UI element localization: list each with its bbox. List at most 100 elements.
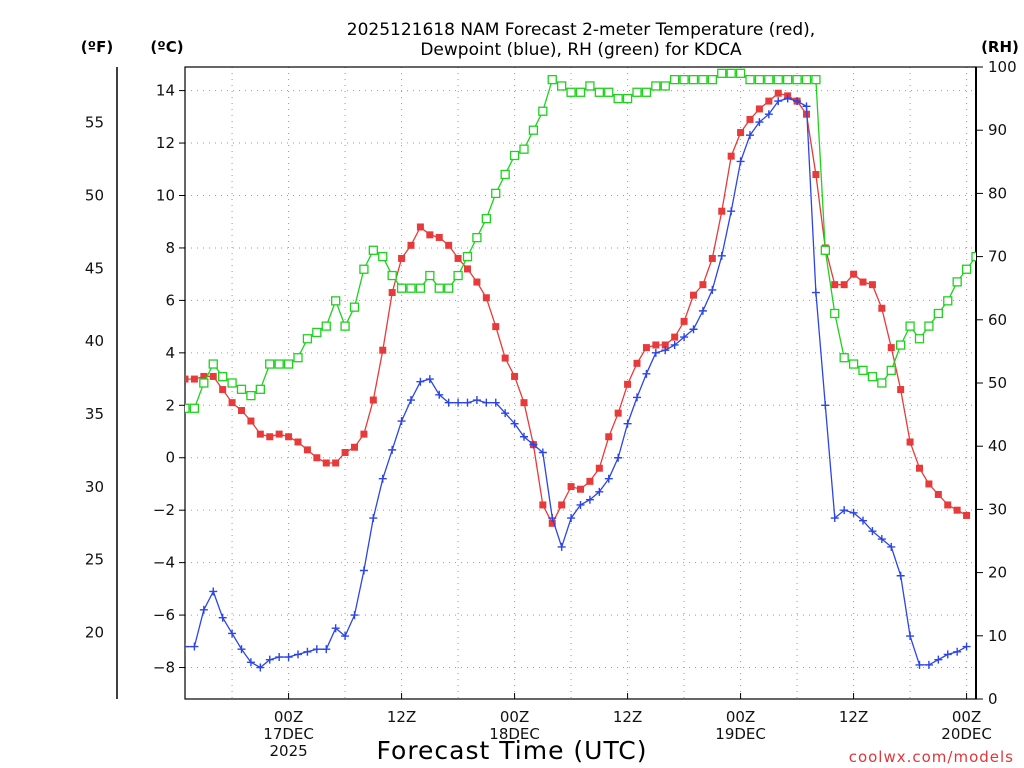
dewpoint-point [604,474,613,483]
rh-point [792,74,802,85]
rh-point [811,74,821,85]
dewpoint-point [680,333,689,342]
temperature-point [916,464,923,472]
temperature-point [850,270,858,278]
rh-point [764,74,774,85]
rh-point [189,403,200,413]
rh-point [670,74,680,85]
rh-point [208,359,218,369]
rh-point [783,74,793,85]
time-tick-label: 00Z [952,708,981,726]
celsius-tick-label: 0 [165,449,175,467]
dewpoint-point [859,516,867,525]
rh-point [547,74,557,85]
dewpoint-point [256,663,265,672]
rh-point [453,270,463,281]
temperature-point [247,417,255,425]
rh-unit-label: (RH) [981,38,1019,56]
fahrenheit-tick-label: 20 [85,624,104,642]
plot-frame [184,66,977,700]
temperature-point [934,490,942,498]
temperature-point [351,443,358,451]
rh-point [481,214,491,224]
temperature-point [840,281,848,289]
rh-point [886,365,896,376]
temperature-point [953,506,961,514]
dewpoint-point [896,571,905,580]
rh-tick-label: 40 [988,437,1007,455]
temperature-point [185,375,189,383]
series-rh [185,68,976,413]
rh-point [425,270,435,281]
temperature-point [200,372,208,380]
dewpoint-point [793,97,802,106]
dewpoint-point [943,650,952,659]
temperature-point [887,344,895,352]
rh-tick-label: 0 [988,690,998,708]
dewpoint-point [529,440,538,449]
dewpoint-point [199,605,208,614]
rh-point [246,390,256,401]
dewpoint-point [906,632,915,641]
celsius-tick-label: 2 [165,396,175,414]
rh-point [830,308,840,319]
rh-point [519,144,529,154]
dewpoint-point [774,97,783,106]
temperature-point [398,254,406,262]
dewpoint-point [887,542,896,551]
temperature-point [464,265,471,273]
dewpoint-point [538,448,547,457]
dewpoint-point [322,645,331,654]
fahrenheit-tick-label: 50 [85,186,104,204]
temperature-point [671,333,679,341]
rh-point [613,93,623,104]
temperature-point [558,501,566,509]
temperature-point [407,241,415,249]
rh-point [717,68,727,78]
dewpoint-point [237,645,246,654]
rh-tick-label: 90 [988,121,1007,139]
temperature-point [699,281,707,289]
dewpoint-point [388,445,397,454]
rh-point [754,74,765,85]
dewpoint-point [228,629,237,638]
dewpoint-point [190,642,199,651]
temperature-point [746,115,754,123]
temperature-point [765,97,773,105]
time-tick-label: 18DEC [489,725,540,743]
temperature-point [256,430,264,438]
dewpoint-point [727,207,736,216]
dewpoint-point [698,306,707,315]
fahrenheit-tick-label: 25 [85,551,104,569]
temperature-point [774,89,782,97]
rh-point [349,302,360,312]
temperature-point [642,344,650,352]
rh-tick-label: 10 [988,627,1007,645]
rh-point [604,87,614,97]
rh-point [933,308,943,319]
x-axis-label: Forecast Time (UTC) [377,736,648,765]
rh-point [378,251,388,262]
temperature-point [190,375,198,383]
dewpoint-point [840,506,849,515]
temperature-point [859,278,867,286]
dewpoint-point [623,419,632,428]
time-tick-label: 2025 [269,742,307,760]
rh-point [867,372,878,382]
fahrenheit-tick-label: 55 [85,114,104,132]
chart-title-line1: 2025121618 NAM Forecast 2-meter Temperat… [347,20,815,40]
rh-point [585,81,595,91]
temperature-point [878,304,886,312]
temperature-point [548,519,556,527]
rh-point [632,87,642,97]
dewpoint-point [614,453,623,462]
time-tick-label: 00Z [500,708,529,726]
dewpoint-point [811,288,820,297]
dewpoint-point [962,642,971,651]
temperature-point [511,372,519,380]
temperature-point [388,289,396,297]
rh-point [651,81,661,91]
temperature-point [577,485,584,493]
dewpoint-point [736,157,745,166]
